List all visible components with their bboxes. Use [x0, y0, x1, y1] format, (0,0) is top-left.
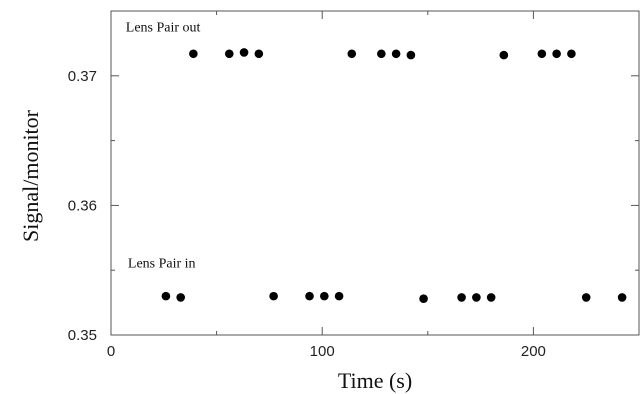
y-tick-label: 0.35: [68, 327, 97, 344]
data-point: [581, 293, 591, 302]
data-point: [176, 293, 185, 302]
x-axis-ticks: [110, 11, 640, 335]
annotations: Lens Pair out Lens Pair in: [126, 21, 201, 272]
data-point: [499, 50, 509, 60]
plot-area: [110, 10, 640, 336]
data-point: [239, 48, 249, 57]
annotation-lens-pair-in: Lens Pair in: [128, 257, 196, 272]
x-axis-tick-labels: 0 100 200: [107, 343, 546, 360]
data-point: [320, 291, 329, 301]
annotation-lens-pair-out: Lens Pair out: [126, 21, 201, 36]
x-tick-label: 200: [521, 343, 546, 360]
data-point: [617, 293, 627, 302]
y-tick-label: 0.36: [68, 197, 97, 214]
x-axis-label: Time (s): [338, 368, 412, 393]
y-axis-ticks: [111, 10, 639, 336]
data-points: [161, 48, 627, 304]
y-tick-label: 0.37: [68, 68, 97, 85]
x-tick-label: 0: [107, 343, 115, 360]
data-point: [457, 293, 466, 302]
data-point: [472, 293, 481, 302]
data-point: [419, 294, 428, 304]
plot-frame: [110, 10, 640, 336]
data-point: [254, 49, 264, 59]
data-point: [486, 293, 496, 302]
y-axis-tick-labels: 0.35 0.36 0.37: [68, 68, 97, 344]
data-point: [377, 49, 386, 59]
data-point: [567, 49, 576, 59]
data-point: [161, 291, 171, 301]
data-point: [406, 50, 416, 60]
y-axis-label: Signal/monitor: [18, 109, 43, 242]
data-point: [305, 291, 314, 301]
data-point: [552, 49, 561, 59]
data-point: [537, 49, 547, 59]
data-point: [269, 291, 278, 301]
data-point: [189, 49, 198, 59]
data-point: [224, 49, 234, 59]
x-tick-label: 100: [310, 343, 335, 360]
data-point: [334, 291, 344, 301]
data-point: [347, 49, 357, 59]
data-point: [391, 49, 401, 59]
